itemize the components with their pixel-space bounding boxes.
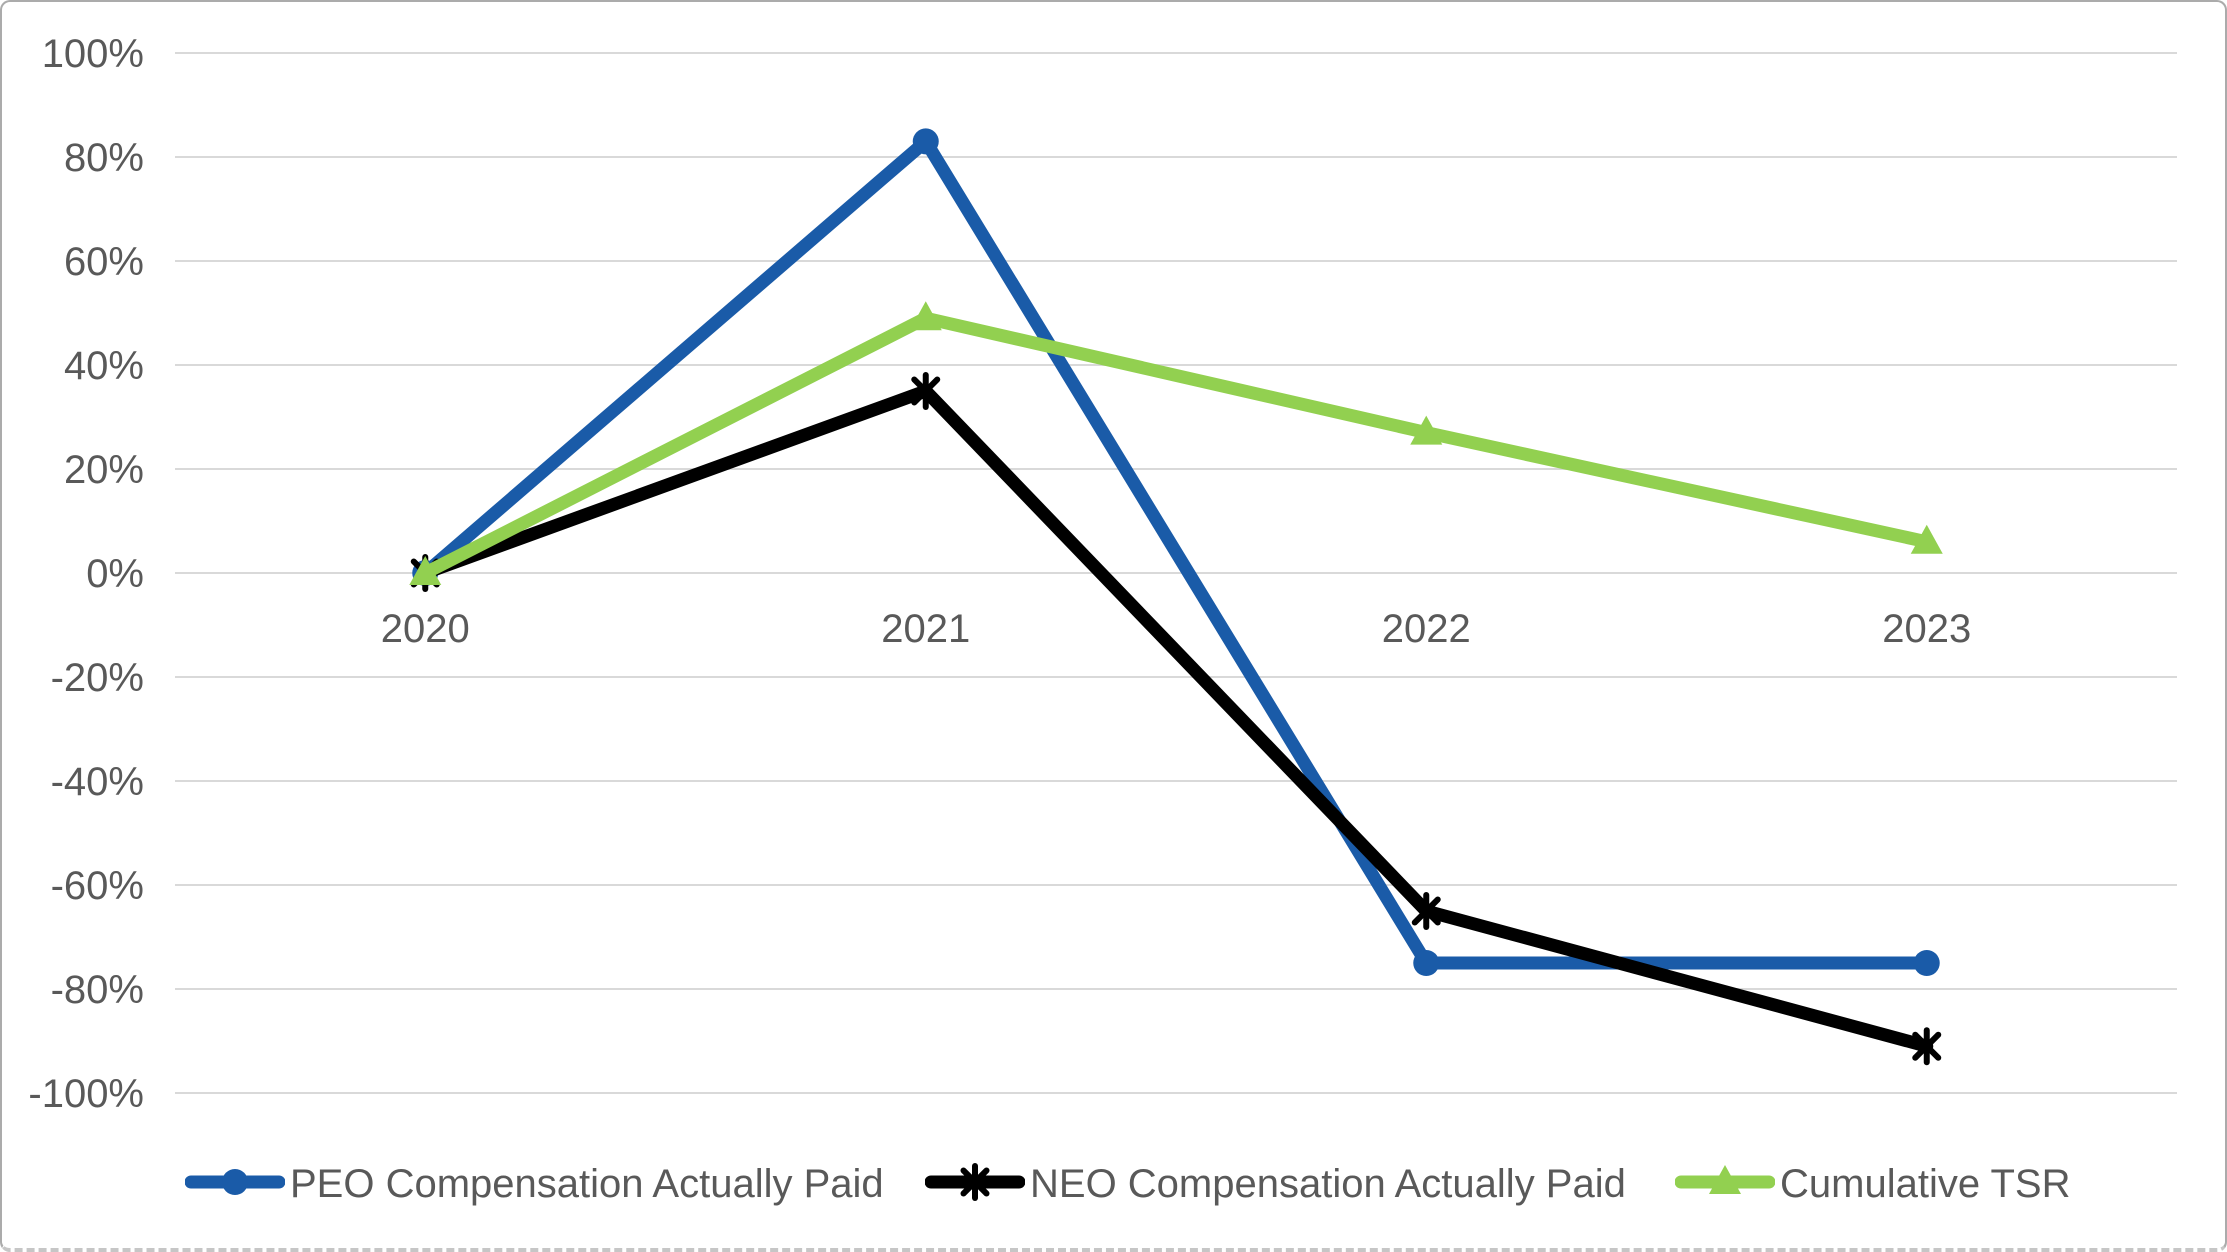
series-line-0 — [418, 134, 1934, 970]
x-tick-label: 2022 — [1382, 607, 1471, 651]
y-tick-label: -60% — [51, 864, 144, 908]
x-tick-label: 2020 — [381, 607, 470, 651]
y-tick-label: -20% — [51, 656, 144, 700]
series-line-1 — [418, 384, 1934, 1053]
data-point-marker — [960, 1167, 990, 1196]
data-point-marker — [1912, 1031, 1942, 1061]
data-point-marker — [1913, 950, 1940, 976]
y-tick-label: -80% — [51, 968, 144, 1012]
legend-label-peo: PEO Compensation Actually Paid — [290, 1161, 884, 1206]
data-point-marker — [1413, 950, 1440, 976]
y-tick-label: 60% — [64, 240, 144, 284]
data-point-marker — [409, 556, 442, 585]
series-line-2 — [418, 311, 1934, 580]
y-tick-label: 40% — [64, 344, 144, 388]
y-tick-label: -100% — [28, 1072, 144, 1116]
legend-marker-peo-circle-icon — [184, 1152, 286, 1217]
y-tick-label: -40% — [51, 760, 144, 804]
legend-item-tsr: Cumulative TSR — [1674, 1152, 2071, 1217]
legend-label-tsr: Cumulative TSR — [1780, 1161, 2071, 1206]
data-point-marker — [1410, 415, 1443, 445]
data-point-marker — [911, 376, 941, 406]
y-tick-label: 80% — [64, 136, 144, 180]
legend-swatch-svg — [1674, 1164, 1776, 1194]
legend-label-neo: NEO Compensation Actually Paid — [1030, 1161, 1626, 1206]
legend-marker-neo-asterisk-icon — [924, 1152, 1026, 1217]
legend-item-peo: PEO Compensation Actually Paid — [184, 1152, 884, 1217]
x-tick-label: 2023 — [1882, 607, 1971, 651]
data-point-marker — [1709, 1164, 1741, 1194]
y-tick-label: 0% — [86, 552, 144, 596]
data-point-marker — [222, 1168, 248, 1195]
data-point-marker — [909, 301, 942, 331]
legend-item-neo: NEO Compensation Actually Paid — [924, 1152, 1626, 1217]
x-tick-label: 2021 — [881, 607, 970, 651]
data-point-marker — [1910, 524, 1943, 554]
data-point-marker — [1411, 896, 1441, 926]
data-point-marker — [912, 128, 939, 155]
y-tick-label: 100% — [42, 32, 144, 76]
legend-marker-tsr-triangle-icon — [1674, 1152, 1776, 1217]
legend-swatch-svg — [924, 1162, 1026, 1201]
y-tick-label: 20% — [64, 448, 144, 492]
legend-swatch-svg — [184, 1168, 286, 1195]
chart-legend: PEO Compensation Actually Paid NEO Compe… — [2, 1154, 2225, 1224]
